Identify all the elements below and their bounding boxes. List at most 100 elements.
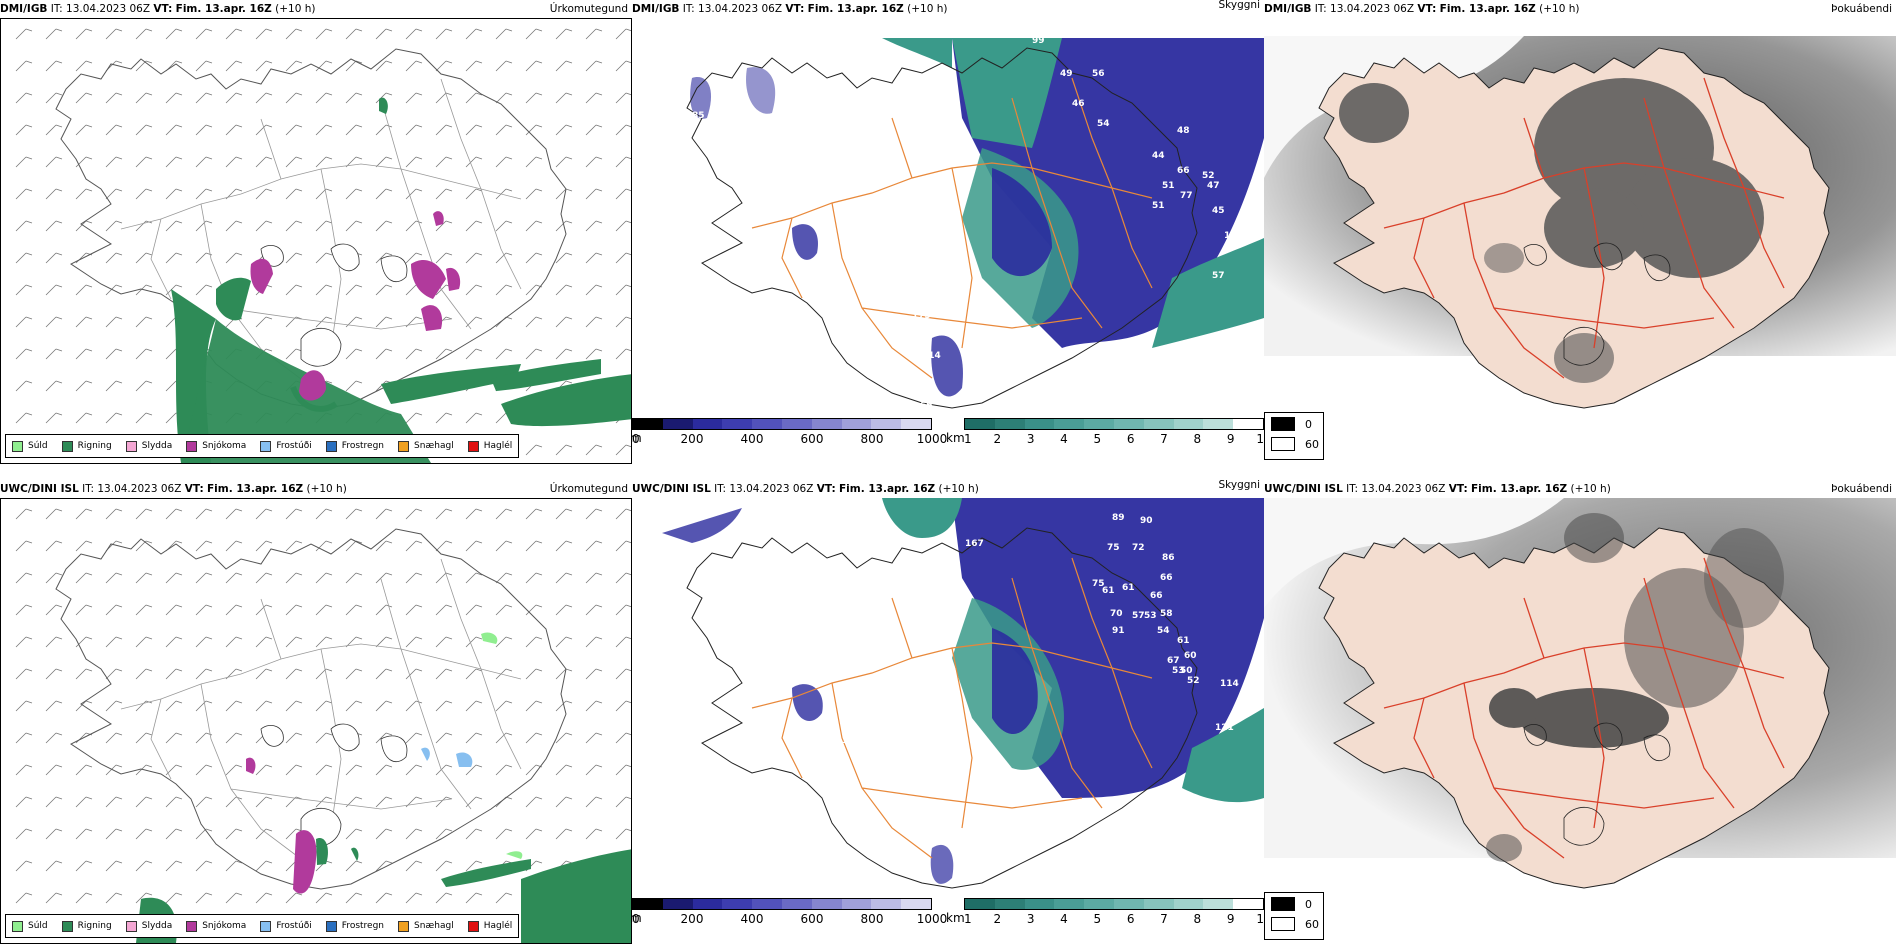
visibility-value: 46 (854, 161, 867, 171)
wind-barb (495, 28, 513, 40)
wind-barb (195, 828, 213, 840)
visibility-value: 107 (927, 276, 946, 286)
precip-map-frame: Súld Rigning Slydda Snjókoma Frostúði Fr… (0, 18, 632, 464)
wind-barb (345, 668, 363, 680)
scale-tick-label: 5 (1093, 912, 1102, 926)
wind-barb (75, 92, 93, 104)
visibility-scale-km: 12345678910 km (946, 898, 1272, 928)
legend-label: Frostregn (341, 441, 385, 451)
wind-barb (555, 348, 573, 360)
wind-barb (615, 540, 631, 552)
visibility-value: 77 (902, 751, 915, 761)
wind-barb (75, 220, 93, 232)
wind-barb (255, 796, 273, 808)
legend-label: 0 (1305, 897, 1312, 911)
scale-color-step (692, 419, 723, 429)
wind-barb (555, 316, 573, 328)
visibility-value: 51 (1152, 201, 1165, 211)
wind-barb (15, 508, 33, 520)
legend-item: Snæhagl (398, 920, 454, 932)
scale-ticks: 12345678910 (964, 432, 1272, 448)
legend-label: Slydda (141, 921, 173, 931)
wind-barb (15, 284, 33, 296)
visibility-value: 75 (782, 96, 795, 106)
wind-barb (375, 316, 393, 328)
panel-type-label: Skyggni (1218, 0, 1261, 11)
wind-barb (45, 700, 63, 712)
iceland-coastline (686, 527, 1198, 889)
wind-barb (495, 668, 513, 680)
scale-color-step (752, 419, 782, 429)
wind-barb (615, 252, 631, 264)
precip-panel-row1: DMI/IGB IT: 13.04.2023 06Z VT: Fim. 13.a… (0, 0, 632, 470)
wind-barb (405, 796, 423, 808)
wind-barb (615, 604, 631, 616)
visibility-value: 114 (890, 261, 909, 271)
scale-color-step (662, 899, 693, 909)
wind-barb (195, 252, 213, 264)
scale-color-step (994, 419, 1025, 429)
visibility-value: 77 (1180, 191, 1193, 201)
wind-barb (165, 92, 183, 104)
legend-label: Rigning (77, 441, 112, 451)
scale-tick-label: 9 (1226, 432, 1235, 446)
wind-barb (75, 380, 93, 392)
wind-barb (585, 508, 603, 520)
panel-title: UWC/DINI ISL IT: 13.04.2023 06Z VT: Fim.… (0, 480, 632, 498)
scale-tick-label: 800 (860, 432, 884, 446)
wind-barb (345, 284, 363, 296)
visibility-value: 121 (1215, 723, 1234, 733)
wind-barb (105, 668, 123, 680)
wind-barb (615, 188, 631, 200)
wind-barb (195, 796, 213, 808)
visibility-value: 71 (772, 691, 785, 701)
wind-barb (135, 892, 153, 904)
wind-barb (585, 28, 603, 40)
wind-barb (555, 508, 573, 520)
wind-barb (75, 732, 93, 744)
wind-barb (615, 636, 631, 648)
visibility-value: 54 (1157, 626, 1170, 636)
visibility-value: 128 (857, 226, 876, 236)
wind-barb (405, 412, 423, 424)
legend-label: Snjókoma (202, 441, 247, 451)
wind-barb (75, 252, 93, 264)
visibility-value: 47 (1207, 181, 1220, 191)
visibility-panel-row2: UWC/DINI ISL IT: 13.04.2023 06Z VT: Fim.… (630, 479, 1272, 950)
wind-barb (75, 604, 93, 616)
wind-barb (135, 604, 153, 616)
visibility-value: 82 (897, 331, 910, 341)
wind-barb (525, 92, 543, 104)
wind-barb (465, 92, 483, 104)
wind-barb (435, 860, 453, 872)
wind-barb (45, 284, 63, 296)
wind-barb (435, 572, 453, 584)
scale-color-step (662, 419, 693, 429)
it-label: IT: (82, 483, 95, 495)
wind-barb (165, 700, 183, 712)
wind-barb (405, 540, 423, 552)
legend-swatch (1271, 437, 1295, 451)
wind-barb (555, 220, 573, 232)
visibility-value: 46 (1072, 99, 1085, 109)
wind-barb (75, 28, 93, 40)
wind-barb (45, 764, 63, 776)
wind-barb (435, 796, 453, 808)
wind-barb (615, 508, 631, 520)
wind-barb (525, 668, 543, 680)
wind-barb (615, 316, 631, 328)
wind-barb (165, 732, 183, 744)
vt-value: Fim. 13.apr. 16Z (1471, 483, 1568, 495)
visibility-value: 60 (1184, 651, 1197, 661)
it-label: IT: (1346, 483, 1359, 495)
wind-barb (135, 508, 153, 520)
wind-barb (495, 316, 513, 328)
wind-barb (75, 316, 93, 328)
wind-barb (255, 28, 273, 40)
wind-barb (15, 220, 33, 232)
visibility-value: 66 (1150, 591, 1163, 601)
wind-barb (225, 28, 243, 40)
lead-time: (+10 h) (907, 3, 948, 15)
wind-barb (315, 892, 333, 904)
scale-tick-label: 4 (1060, 432, 1068, 446)
